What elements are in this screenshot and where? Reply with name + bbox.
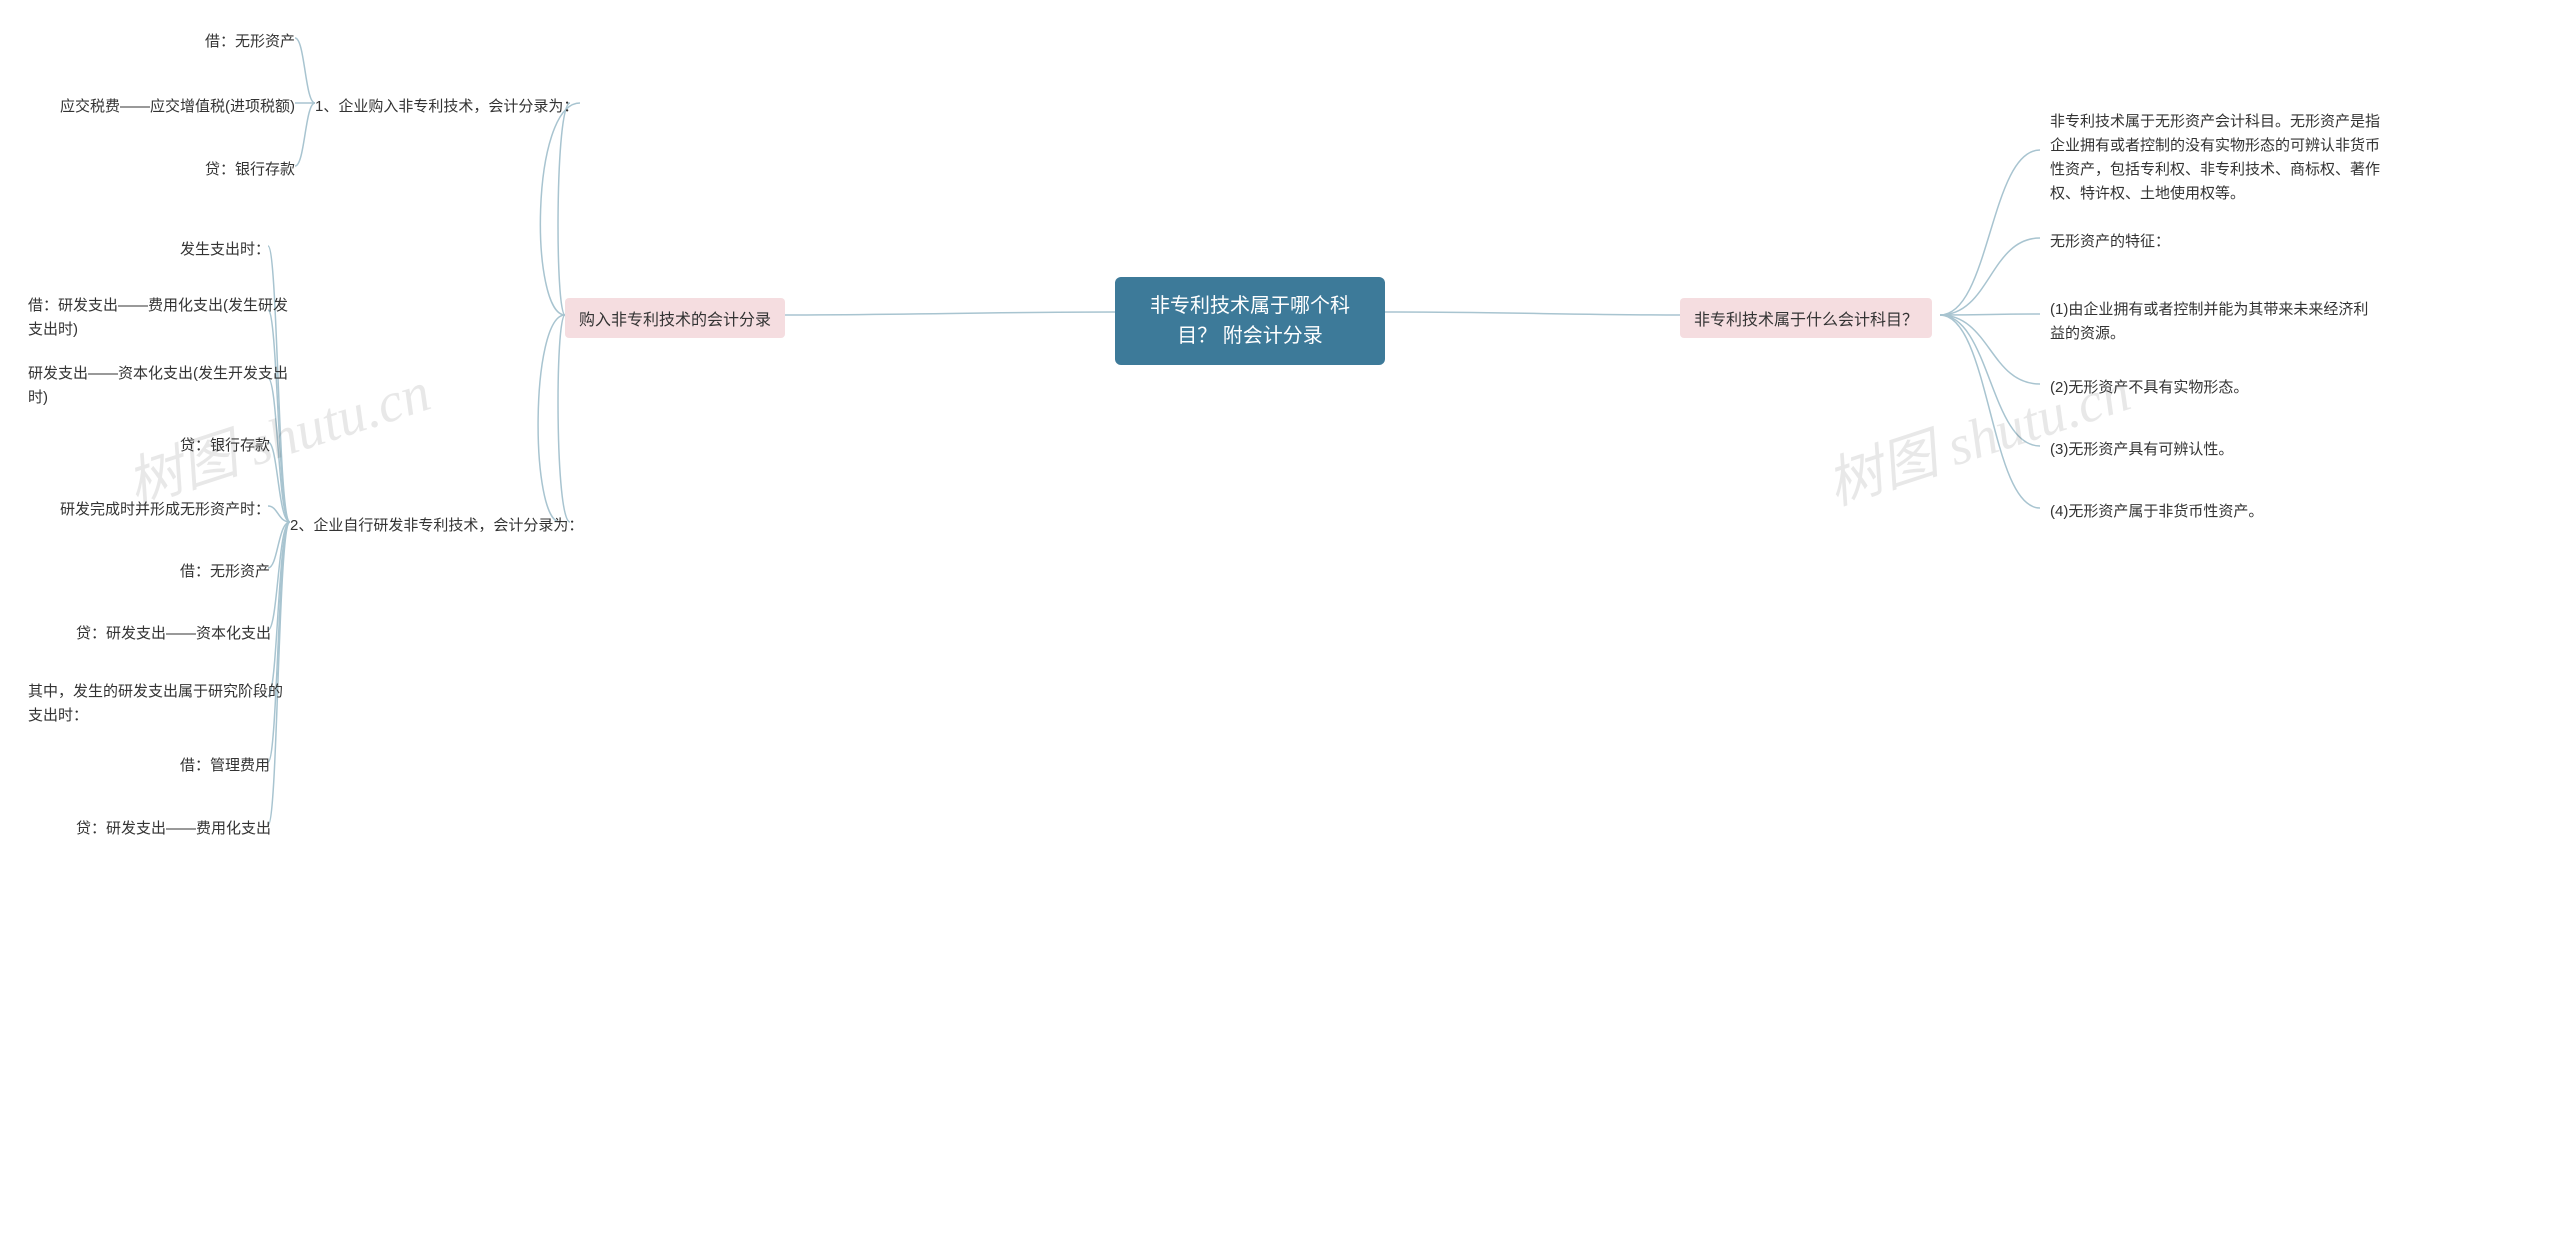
leaf-node: 研发支出——资本化支出(发生开发支出时) — [28, 362, 288, 410]
leaf-node: 贷：研发支出——费用化支出 — [76, 817, 271, 841]
left-group2-label: 2、企业自行研发非专利技术，会计分录为： — [290, 514, 583, 538]
leaf-node: 借：管理费用 — [180, 754, 270, 778]
leaf-node: 研发完成时并形成无形资产时： — [60, 498, 270, 522]
leaf-node: (2)无形资产不具有实物形态。 — [2050, 376, 2248, 400]
leaf-node: 贷：银行存款 — [205, 158, 295, 182]
leaf-node: (4)无形资产属于非货币性资产。 — [2050, 500, 2263, 524]
left-group1-label: 1、企业购入非专利技术，会计分录为： — [315, 95, 578, 119]
leaf-node: 借：无形资产 — [205, 30, 295, 54]
leaf-node: 非专利技术属于无形资产会计科目。无形资产是指企业拥有或者控制的没有实物形态的可辨… — [2050, 110, 2380, 206]
leaf-node: (1)由企业拥有或者控制并能为其带来未来经济利益的资源。 — [2050, 298, 2380, 346]
leaf-node: 借：无形资产 — [180, 560, 270, 584]
mindmap-canvas: 树图 shutu.cn 树图 shutu.cn 非专利技术属于哪个科目？ 附会计… — [0, 0, 2560, 1257]
leaf-node: 发生支出时： — [180, 238, 270, 262]
leaf-node: 无形资产的特征： — [2050, 230, 2170, 254]
left-main-node[interactable]: 购入非专利技术的会计分录 — [565, 298, 785, 338]
leaf-node: 借：研发支出——费用化支出(发生研发支出时) — [28, 294, 288, 342]
leaf-node: (3)无形资产具有可辨认性。 — [2050, 438, 2233, 462]
root-node[interactable]: 非专利技术属于哪个科目？ 附会计分录 — [1115, 277, 1385, 365]
leaf-node: 其中，发生的研发支出属于研究阶段的支出时： — [28, 680, 288, 728]
leaf-node: 应交税费——应交增值税(进项税额) — [60, 95, 295, 119]
root-label: 非专利技术属于哪个科目？ 附会计分录 — [1150, 295, 1350, 347]
leaf-node: 贷：银行存款 — [180, 434, 270, 458]
leaf-node: 贷：研发支出——资本化支出 — [76, 622, 271, 646]
right-main-node[interactable]: 非专利技术属于什么会计科目？ — [1680, 298, 1932, 338]
watermark: 树图 shutu.cn — [1815, 347, 2139, 521]
left-main-label: 购入非专利技术的会计分录 — [579, 312, 771, 329]
right-main-label: 非专利技术属于什么会计科目？ — [1694, 312, 1918, 329]
